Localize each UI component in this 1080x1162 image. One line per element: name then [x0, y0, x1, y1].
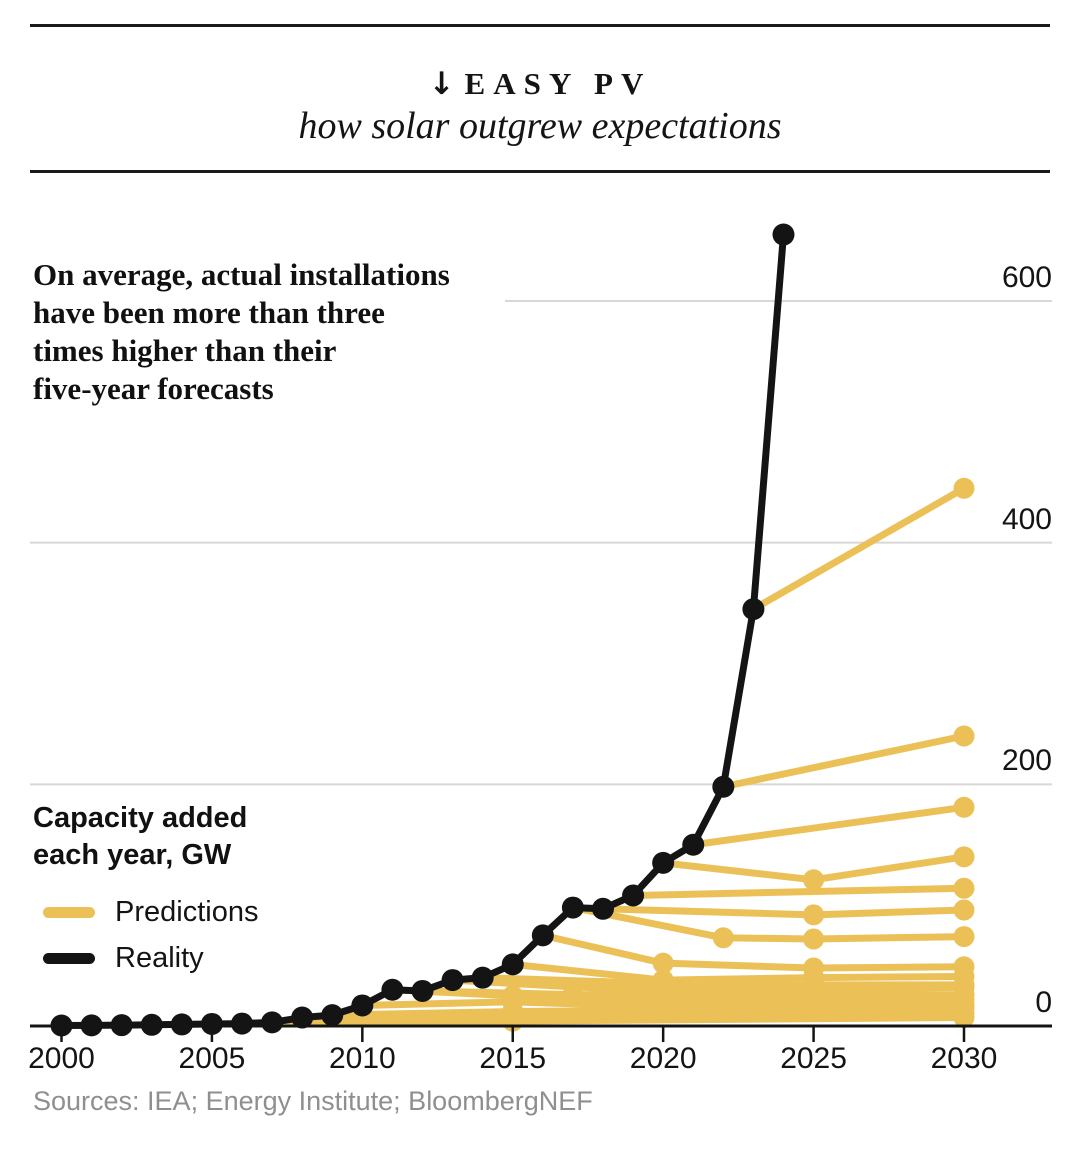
legend-label-reality: Reality	[115, 942, 204, 974]
reality-point	[742, 598, 765, 621]
prediction-point	[953, 956, 975, 978]
reality-point	[682, 833, 705, 856]
reality-polyline	[58, 231, 787, 1030]
reality-point	[441, 969, 464, 992]
prediction-point	[953, 796, 975, 818]
prediction-point	[803, 869, 825, 891]
down-arrow-icon: ↓	[428, 66, 455, 102]
prediction-line-2021	[689, 803, 968, 849]
prediction-line-2009	[328, 1004, 968, 1019]
prediction-line-2022	[719, 732, 968, 791]
prediction-point	[652, 969, 674, 991]
reality-point	[531, 924, 554, 947]
reality-point	[591, 897, 614, 920]
prediction-point	[803, 928, 825, 950]
x-axis	[30, 1024, 1052, 1042]
x-tick-label-2020: 2020	[629, 1042, 697, 1075]
prediction-point	[953, 926, 975, 948]
prediction-point	[712, 927, 734, 949]
legend-label-predictions: Predictions	[115, 896, 259, 928]
prediction-line-2013	[449, 976, 968, 994]
y-tick-label-400: 400	[1001, 502, 1052, 536]
prediction-line-2019	[629, 884, 968, 900]
page-subtitle: how solar outgrew expectations	[298, 105, 782, 147]
reality-point	[561, 896, 584, 919]
prediction-point	[803, 904, 825, 926]
reality-point	[652, 851, 675, 874]
prediction-point	[953, 899, 975, 921]
chart-annotation: On average, actual installations have be…	[33, 257, 450, 406]
x-tick-label-2015: 2015	[479, 1042, 547, 1075]
prediction-point	[803, 957, 825, 979]
prediction-line-2015	[509, 960, 968, 984]
reality-point	[170, 1013, 193, 1036]
x-tick-label-2025: 2025	[780, 1042, 847, 1075]
reality-point	[200, 1012, 223, 1035]
predictions-swatch-icon	[43, 907, 95, 918]
reality-swatch-icon	[43, 953, 95, 964]
prediction-point	[953, 725, 975, 747]
x-tick-label-2030: 2030	[930, 1042, 998, 1075]
page-title-text: EASY PV	[464, 66, 652, 101]
reality-point	[381, 978, 404, 1001]
prediction-line-2016	[539, 931, 968, 972]
x-tick-label-2005: 2005	[178, 1042, 246, 1075]
reality-point	[321, 1004, 344, 1027]
reality-point	[471, 966, 494, 989]
prediction-line-2017	[569, 904, 968, 943]
prediction-line-2014	[479, 974, 968, 989]
prediction-line-2018	[599, 905, 968, 919]
prediction-point	[652, 952, 674, 974]
reality-point	[501, 953, 524, 976]
page-title: ↓ EASY PV	[0, 66, 1080, 102]
y-tick-label-600: 600	[1001, 261, 1052, 294]
reality-point	[351, 994, 374, 1017]
reality-point	[622, 884, 645, 907]
sources-note: Sources: IEA; Energy Institute; Bloomber…	[33, 1086, 593, 1116]
x-tick-label-2010: 2010	[328, 1042, 396, 1075]
gridlines	[30, 300, 1052, 786]
prediction-line-2023	[749, 484, 968, 613]
reality-point	[230, 1012, 253, 1035]
legend-title: Capacity added each year, GW	[33, 802, 248, 871]
reality-point	[772, 223, 795, 246]
x-tick-label-2000: 2000	[28, 1042, 95, 1075]
reality-point	[261, 1011, 284, 1034]
prediction-point	[953, 477, 975, 499]
reality-point	[291, 1006, 314, 1029]
prediction-line-2012	[418, 987, 968, 1000]
header-rule	[30, 170, 1050, 173]
reality-point	[712, 775, 735, 798]
y-tick-label-200: 200	[1001, 744, 1052, 778]
top-rule	[30, 24, 1050, 27]
y-tick-label-0: 0	[1035, 986, 1052, 1019]
prediction-lines	[238, 477, 975, 1032]
reality-point	[411, 979, 434, 1002]
prediction-point	[953, 846, 975, 868]
prediction-point	[953, 877, 975, 899]
